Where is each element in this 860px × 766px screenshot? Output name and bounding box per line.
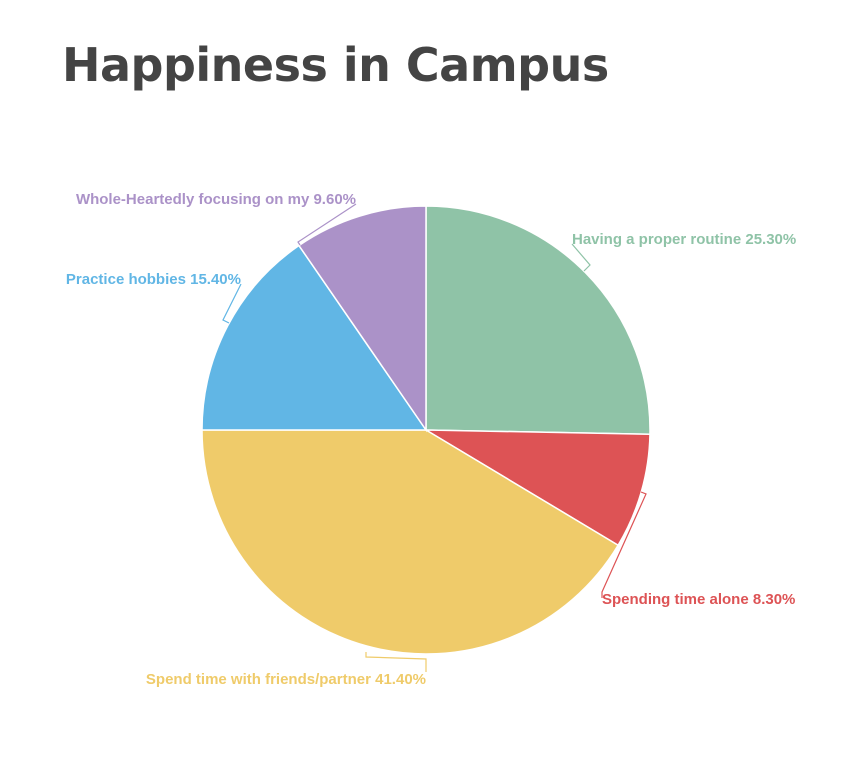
leader-line-having-a-proper-routine (571, 243, 591, 272)
pie-slice-whole-heartedly-focusing-on-my[interactable] (297, 205, 427, 433)
leader-line-whole-heartedly-focusing-on-my (297, 203, 357, 246)
slice-label-practice-hobbies: Practice hobbies 15.40% (66, 271, 241, 288)
slice-label-spending-time-alone: Spending time alone 8.30% (602, 591, 795, 608)
chart-title: Happiness in Campus (62, 38, 609, 92)
pie-slice-having-a-proper-routine[interactable] (425, 205, 651, 435)
leader-line-spending-time-alone (601, 491, 647, 598)
leader-line-practice-hobbies (222, 283, 242, 324)
slice-label-having-a-proper-routine: Having a proper routine 25.30% (572, 231, 796, 248)
pie-slice-spend-time-with-friends-partner[interactable] (201, 429, 620, 655)
pie-slice-practice-hobbies[interactable] (201, 244, 428, 431)
slice-label-whole-heartedly-focusing-on-my: Whole-Heartedly focusing on my 9.60% (76, 191, 356, 208)
slice-label-spend-time-with-friends-partner: Spend time with friends/partner 41.40% (146, 671, 426, 688)
leader-line-spend-time-with-friends-partner (365, 652, 427, 672)
